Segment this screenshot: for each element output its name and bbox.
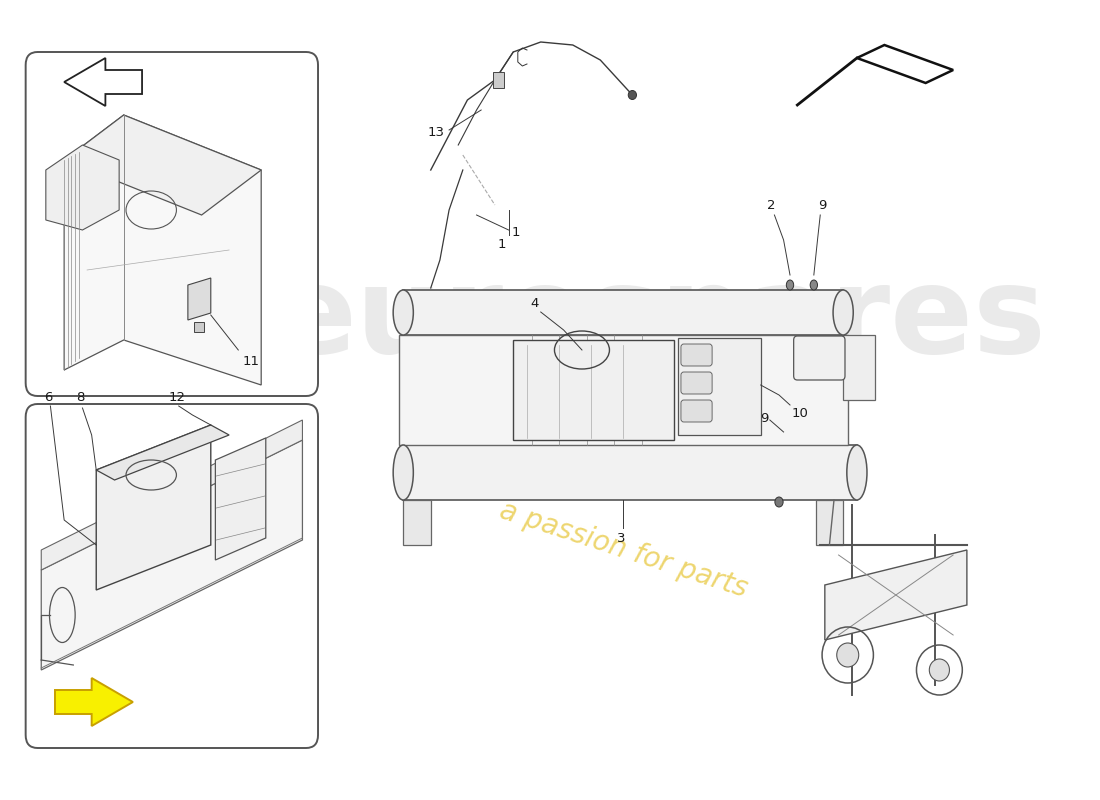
FancyBboxPatch shape [794, 336, 845, 380]
FancyBboxPatch shape [25, 404, 318, 748]
FancyBboxPatch shape [681, 372, 712, 394]
Polygon shape [64, 58, 142, 106]
Polygon shape [679, 338, 761, 435]
Polygon shape [514, 340, 673, 440]
Polygon shape [857, 45, 953, 83]
Polygon shape [844, 335, 876, 400]
Circle shape [930, 659, 949, 681]
FancyBboxPatch shape [681, 344, 712, 366]
Text: 1985: 1985 [571, 410, 803, 490]
Polygon shape [404, 445, 857, 500]
Ellipse shape [628, 90, 637, 99]
Polygon shape [398, 335, 848, 445]
Text: 9: 9 [760, 411, 768, 425]
Text: 9: 9 [818, 199, 826, 212]
Text: 1: 1 [512, 226, 520, 238]
FancyBboxPatch shape [681, 400, 712, 422]
Polygon shape [816, 500, 844, 545]
Polygon shape [195, 322, 205, 332]
Polygon shape [64, 115, 261, 215]
Text: 1: 1 [497, 238, 506, 251]
Text: a passion for parts: a passion for parts [496, 497, 751, 603]
Ellipse shape [786, 280, 794, 290]
Circle shape [837, 643, 859, 667]
Polygon shape [55, 678, 133, 726]
Ellipse shape [774, 497, 783, 507]
Polygon shape [188, 278, 211, 320]
Ellipse shape [833, 290, 854, 335]
Text: 8: 8 [77, 391, 85, 404]
Polygon shape [216, 438, 266, 560]
Polygon shape [404, 500, 431, 545]
FancyBboxPatch shape [25, 52, 318, 396]
Polygon shape [46, 145, 119, 230]
Polygon shape [404, 290, 844, 335]
Text: 2: 2 [768, 199, 776, 212]
Ellipse shape [393, 445, 414, 500]
Polygon shape [41, 440, 302, 670]
Ellipse shape [393, 290, 414, 335]
Text: 11: 11 [243, 355, 260, 368]
Polygon shape [96, 425, 211, 590]
Ellipse shape [847, 445, 867, 500]
Polygon shape [64, 115, 261, 385]
Text: 13: 13 [428, 126, 444, 138]
Polygon shape [41, 420, 302, 570]
Text: 6: 6 [44, 391, 53, 404]
Text: 3: 3 [617, 532, 626, 545]
Text: 12: 12 [168, 391, 186, 404]
Polygon shape [825, 550, 967, 640]
Text: 10: 10 [792, 407, 808, 420]
Text: eurospares: eurospares [274, 262, 1046, 378]
Ellipse shape [811, 280, 817, 290]
Text: 4: 4 [530, 297, 539, 310]
Polygon shape [493, 72, 504, 88]
Polygon shape [96, 425, 229, 480]
